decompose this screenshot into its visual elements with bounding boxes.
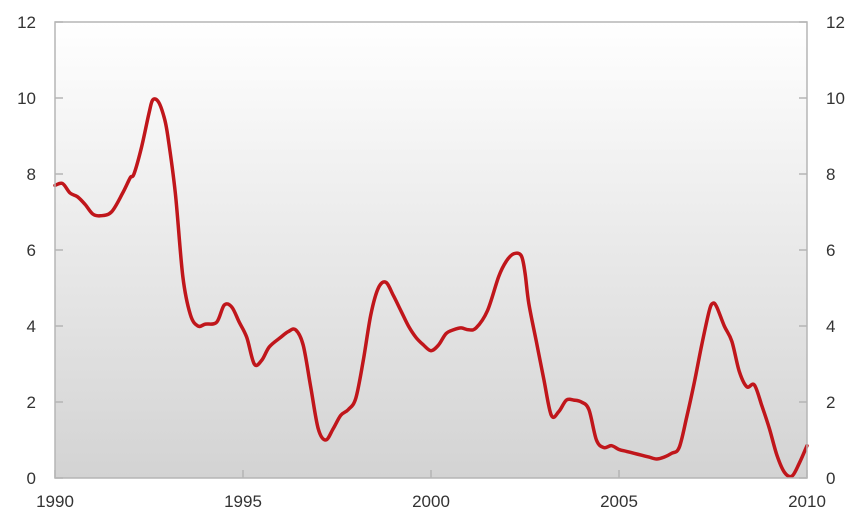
y-tick-label-right: 8 [826, 165, 835, 184]
y-tick-label-right: 4 [826, 317, 835, 336]
y-tick-label-right: 12 [826, 13, 845, 32]
y-tick-label-left: 2 [27, 393, 36, 412]
y-tick-label-left: 4 [27, 317, 36, 336]
y-tick-label-right: 2 [826, 393, 835, 412]
y-tick-label-left: 6 [27, 241, 36, 260]
y-tick-label-left: 8 [27, 165, 36, 184]
x-tick-label: 2010 [788, 492, 826, 511]
x-tick-label: 2005 [600, 492, 638, 511]
y-tick-label-left: 0 [27, 469, 36, 488]
x-tick-label: 2000 [412, 492, 450, 511]
series-line [53, 97, 809, 479]
y-tick-label-right: 10 [826, 89, 845, 108]
x-tick-label: 1995 [224, 492, 262, 511]
y-tick-label-right: 0 [826, 469, 835, 488]
y-tick-label-left: 10 [17, 89, 36, 108]
y-tick-label-right: 6 [826, 241, 835, 260]
plot-area [55, 22, 807, 478]
left-y-axis: 0 2 4 6 8 10 12 [17, 13, 63, 488]
y-tick-label-left: 12 [17, 13, 36, 32]
x-tick-label: 1990 [36, 492, 74, 511]
x-axis: 1990 1995 2000 2005 2010 [36, 470, 826, 511]
plot-frame [54, 21, 808, 479]
